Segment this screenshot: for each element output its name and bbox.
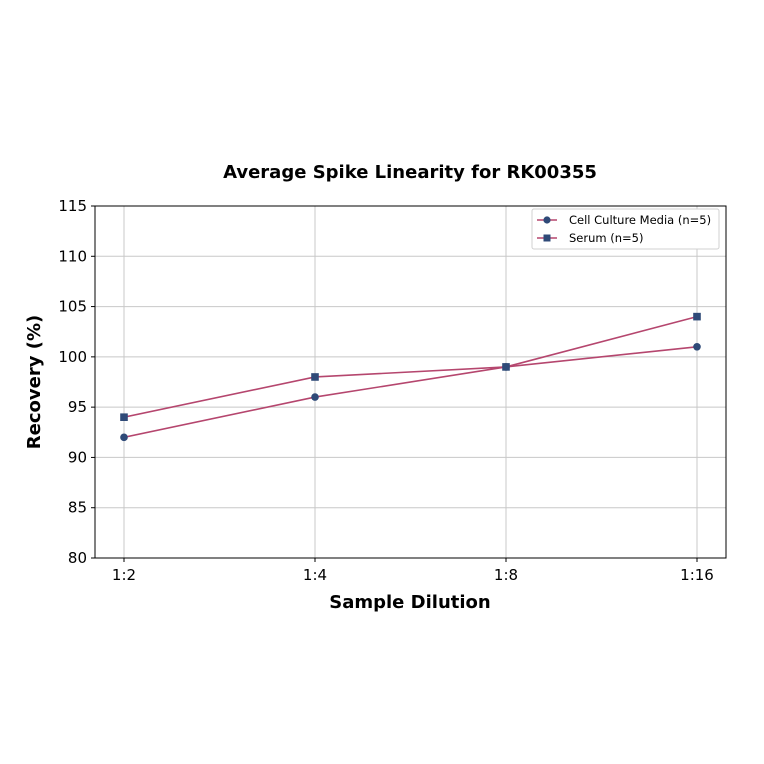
legend-label: Serum (n=5): [569, 231, 643, 245]
y-axis-label: Recovery (%): [24, 315, 45, 449]
legend-box: [531, 208, 720, 250]
data-point: [120, 413, 128, 421]
legend-label: Cell Culture Media (n=5): [569, 213, 711, 227]
y-tick-label: 110: [58, 247, 87, 265]
legend: Cell Culture Media (n=5) Serum (n=5): [531, 208, 720, 250]
series-cell-culture-media-n-5-: [120, 343, 701, 442]
data-series: [120, 312, 701, 442]
x-tick-label: 1:8: [494, 566, 518, 584]
y-tick-label: 105: [58, 298, 87, 316]
data-point: [693, 343, 701, 351]
x-axis-ticks: 1:2 1:4 1:8 1:16: [112, 558, 714, 584]
y-tick-label: 90: [68, 448, 87, 466]
data-point: [311, 373, 319, 381]
plot-area-frame: [94, 205, 727, 559]
circle-marker-icon: [543, 216, 551, 224]
data-point: [120, 433, 128, 442]
x-tick-label: 1:2: [112, 566, 136, 584]
y-tick-label: 85: [68, 499, 87, 517]
square-marker-icon: [543, 234, 551, 242]
y-axis-ticks: 80 85 90 95 100 105 110 115: [58, 197, 95, 567]
data-point: [693, 312, 701, 321]
y-tick-label: 80: [68, 549, 87, 567]
x-tick-label: 1:16: [680, 566, 714, 584]
grid: [95, 205, 726, 559]
series-serum-n-5-: [120, 312, 701, 421]
y-tick-label: 100: [58, 348, 87, 366]
chart-title: Average Spike Linearity for RK00355: [223, 162, 597, 183]
legend-item-cell-culture-media: Cell Culture Media (n=5): [537, 213, 711, 227]
data-point: [311, 393, 319, 401]
y-tick-label: 95: [68, 398, 87, 416]
y-tick-label: 115: [58, 197, 87, 215]
x-axis-label: Sample Dilution: [329, 592, 490, 613]
data-point: [502, 363, 510, 371]
x-tick-label: 1:4: [303, 566, 327, 584]
legend-item-serum: Serum (n=5): [537, 231, 643, 245]
